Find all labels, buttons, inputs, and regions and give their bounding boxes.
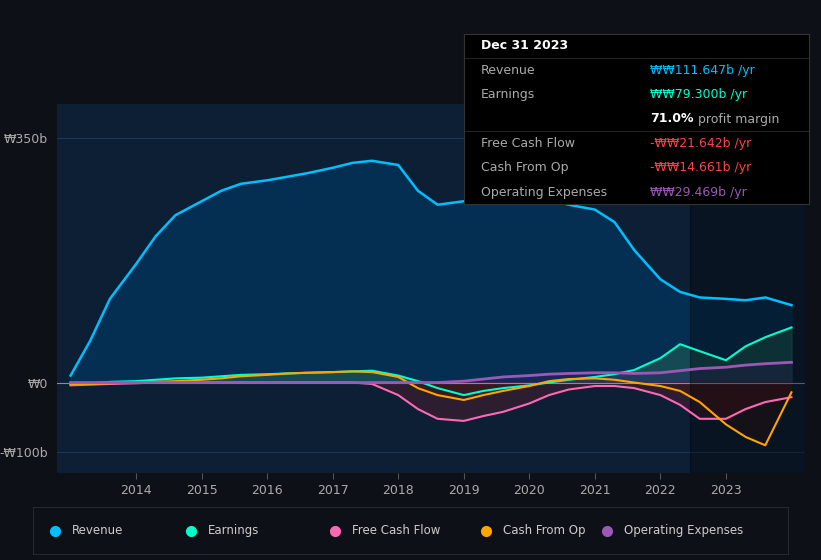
Text: Dec 31 2023: Dec 31 2023 [481, 39, 568, 52]
Text: Revenue: Revenue [72, 524, 123, 537]
Text: ₩₩29.469b /yr: ₩₩29.469b /yr [650, 186, 747, 199]
Text: Cash From Op: Cash From Op [481, 161, 569, 174]
Text: Earnings: Earnings [208, 524, 259, 537]
Text: Revenue: Revenue [481, 64, 536, 77]
Text: 71.0%: 71.0% [650, 113, 694, 125]
Text: Operating Expenses: Operating Expenses [623, 524, 743, 537]
Text: Free Cash Flow: Free Cash Flow [351, 524, 440, 537]
Text: Free Cash Flow: Free Cash Flow [481, 137, 575, 150]
Text: ₩₩111.647b /yr: ₩₩111.647b /yr [650, 64, 754, 77]
Text: -₩₩14.661b /yr: -₩₩14.661b /yr [650, 161, 751, 174]
Bar [690, 104, 805, 473]
Text: Earnings: Earnings [481, 88, 535, 101]
Text: profit margin: profit margin [699, 113, 780, 125]
Text: Operating Expenses: Operating Expenses [481, 186, 608, 199]
Text: -₩₩21.642b /yr: -₩₩21.642b /yr [650, 137, 751, 150]
Text: ₩₩79.300b /yr: ₩₩79.300b /yr [650, 88, 747, 101]
Text: Cash From Op: Cash From Op [502, 524, 585, 537]
